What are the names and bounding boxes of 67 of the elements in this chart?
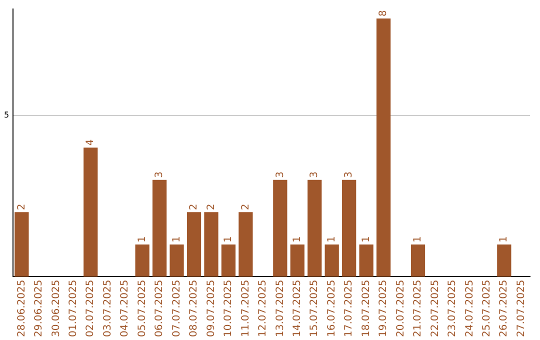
data-label: 3 — [154, 172, 166, 178]
bar — [290, 244, 304, 277]
bar — [14, 212, 29, 277]
x-tick-label: 29.06.2025 — [34, 280, 45, 338]
x-tick-label: 19.07.2025 — [378, 280, 390, 338]
x-tick-label: 26.07.2025 — [498, 280, 510, 338]
x-tick-label: 06.07.2025 — [154, 280, 166, 338]
data-label: 1 — [292, 236, 303, 242]
x-tick-label: 28.06.2025 — [16, 280, 28, 338]
x-tick-label: 15.07.2025 — [309, 280, 320, 338]
data-label: 3 — [274, 172, 286, 178]
bar — [410, 244, 426, 277]
data-label: 1 — [136, 236, 148, 242]
x-tick-label: 10.07.2025 — [223, 280, 234, 338]
data-label: 1 — [223, 236, 234, 242]
y-tick-label: 5 — [4, 110, 10, 120]
data-label: 1 — [498, 236, 510, 242]
data-label: 2 — [188, 204, 200, 210]
data-label: 3 — [309, 172, 320, 178]
x-tick-label: 12.07.2025 — [258, 280, 269, 338]
x-tick-label: 04.07.2025 — [120, 280, 131, 338]
bar — [204, 212, 218, 277]
bar — [359, 244, 374, 277]
data-label: 2 — [240, 204, 252, 210]
bar — [308, 180, 322, 277]
x-tick-label: 13.07.2025 — [274, 280, 286, 338]
data-label: 1 — [412, 236, 424, 242]
bar — [342, 180, 356, 277]
x-tick-label: 21.07.2025 — [412, 280, 424, 338]
data-label: 1 — [171, 236, 182, 242]
x-tick-label: 24.07.2025 — [464, 280, 476, 338]
x-tick-label: 09.07.2025 — [206, 280, 217, 338]
data-label: 3 — [344, 172, 355, 178]
x-tick-label: 08.07.2025 — [188, 280, 200, 338]
bar — [170, 244, 184, 277]
x-tick-label: 11.07.2025 — [240, 280, 252, 338]
bar — [152, 180, 167, 277]
bar — [186, 212, 202, 277]
bar — [376, 18, 391, 277]
x-tick-label: 17.07.2025 — [344, 280, 355, 338]
x-tick-label: 18.07.2025 — [360, 280, 372, 338]
x-tick-label: 07.07.2025 — [171, 280, 182, 338]
x-tick-label: 22.07.2025 — [430, 280, 441, 338]
data-label: 2 — [206, 204, 217, 210]
bar — [135, 244, 150, 277]
x-tick-label: 05.07.2025 — [136, 280, 148, 338]
x-tick-label: 03.07.2025 — [102, 280, 114, 338]
bar — [324, 244, 339, 277]
data-label: 4 — [85, 139, 96, 146]
bar — [497, 244, 512, 277]
x-tick-label: 27.07.2025 — [516, 280, 527, 338]
data-label: 1 — [360, 236, 372, 242]
x-tick-label: 02.07.2025 — [85, 280, 96, 338]
bar — [238, 212, 253, 277]
x-tick-label: 30.06.2025 — [50, 280, 62, 338]
x-tick-label: 01.07.2025 — [68, 280, 79, 338]
data-label: 8 — [378, 10, 390, 16]
bar — [273, 180, 288, 277]
data-label: 1 — [326, 236, 338, 242]
x-tick-label: 14.07.2025 — [292, 280, 303, 338]
x-tick-label: 20.07.2025 — [395, 280, 406, 338]
x-tick-label: 25.07.2025 — [482, 280, 493, 338]
data-label: 2 — [16, 204, 28, 210]
x-tick-label: 23.07.2025 — [447, 280, 458, 338]
bar — [221, 244, 236, 277]
bar — [84, 148, 98, 277]
x-tick-label: 16.07.2025 — [326, 280, 338, 338]
